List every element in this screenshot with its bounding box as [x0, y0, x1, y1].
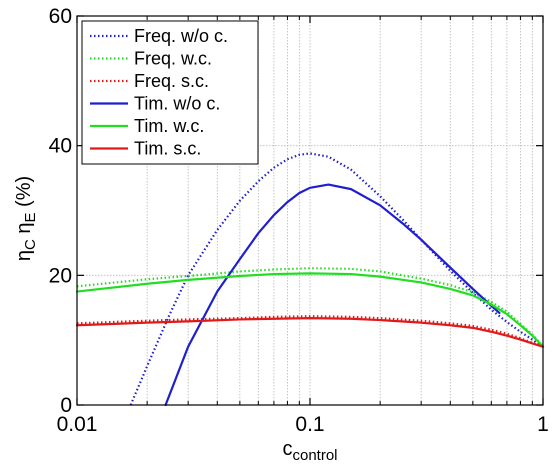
series-line-5: [75, 272, 545, 348]
y-tick-label: 60: [49, 5, 72, 28]
series-line-2: [76, 267, 544, 348]
y-tick-label: 0: [60, 394, 72, 417]
y-tick-label: 20: [49, 264, 72, 287]
x-tick-label: 0.1: [295, 413, 324, 436]
series-line-4: [164, 183, 501, 407]
series-line-3: [76, 315, 544, 348]
series-line-1: [129, 152, 544, 406]
legend: Freq. w/o c. Freq. w.c.Freq. s.c. Tim. w/o…: [81, 20, 259, 165]
y-tick-label: 40: [49, 135, 72, 158]
legend-label: Freq. w/o c.: [134, 26, 228, 46]
x-axis-label: ccontrol: [282, 438, 337, 464]
legend-box: [81, 20, 259, 165]
legend-label: Freq. s.c.: [134, 71, 209, 91]
ticks: 0.01 0.1 1 0 20 40 60: [49, 5, 549, 436]
legend-label: Tim. w.c.: [134, 116, 204, 136]
legend-label: Freq. w.c.: [134, 49, 212, 69]
x-tick-label: 1: [537, 413, 549, 436]
grid: [77, 16, 543, 405]
y-axis-label: ηC ηE (%): [13, 176, 39, 261]
legend-label: Tim. s.c.: [134, 139, 201, 159]
axis-labels: ccontrol ηC ηE (%): [13, 176, 338, 464]
series-line-6: [75, 317, 545, 348]
legend-label: Tim. w/o c.: [134, 94, 220, 114]
x-tick-label: 0.01: [57, 413, 98, 436]
series-layer: [75, 152, 545, 407]
